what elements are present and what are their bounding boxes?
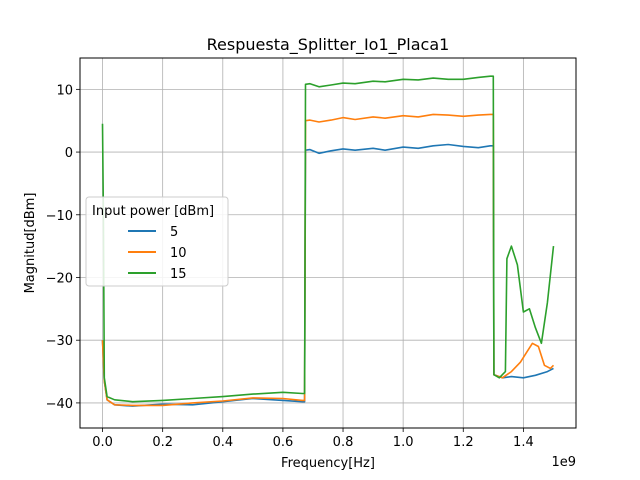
y-tick-label: 0 <box>65 146 73 161</box>
series-line-15 <box>101 75 555 403</box>
y-tick-label: −30 <box>46 334 73 349</box>
series-layer <box>101 75 555 407</box>
x-tick-label: 1.2 <box>453 435 474 450</box>
legend-label-10: 10 <box>170 246 187 261</box>
y-tick-label: 10 <box>56 83 73 98</box>
plot-frame <box>79 57 577 429</box>
y-tick-label: −10 <box>46 209 73 224</box>
series-line-10 <box>101 113 555 407</box>
legend-label-15: 15 <box>170 267 187 282</box>
y-tick-label: −20 <box>46 271 73 286</box>
legend-title: Input power [dBm] <box>92 204 214 219</box>
x-tick-label: 1.4 <box>513 435 534 450</box>
chart-title: Respuesta_Splitter_Io1_Placa1 <box>207 35 450 55</box>
x-tick-label: 1.0 <box>393 435 414 450</box>
x-axis-label: Frequency[Hz] <box>281 456 375 471</box>
x-tick-label: 0.4 <box>212 435 233 450</box>
y-tick-label: −40 <box>46 397 73 412</box>
y-axis-label: Magnitud[dBm] <box>23 193 38 294</box>
x-tick-label: 0.8 <box>333 435 354 450</box>
x-tick-label: 0.0 <box>92 435 113 450</box>
legend: Input power [dBm] 5 10 15 <box>85 196 229 287</box>
legend-label-5: 5 <box>170 225 178 240</box>
x-axis: 0.0 0.2 0.4 0.6 0.8 1.0 1.2 1.4 <box>92 428 534 450</box>
x-tick-label: 0.6 <box>273 435 294 450</box>
x-tick-label: 0.2 <box>152 435 173 450</box>
x-offset-label: 1e9 <box>551 455 576 470</box>
legend-box <box>85 196 229 287</box>
y-axis: −40 −30 −20 −10 0 10 <box>46 83 80 412</box>
